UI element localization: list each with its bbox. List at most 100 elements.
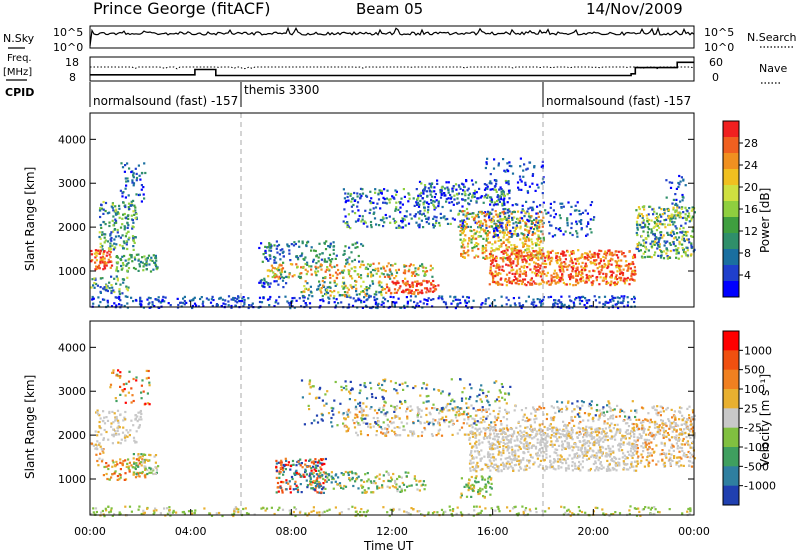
power-echo-cell bbox=[576, 201, 579, 204]
power-echo-cell bbox=[559, 217, 562, 220]
power-echo-cell bbox=[437, 200, 440, 203]
power-echo-cell bbox=[122, 278, 125, 281]
power-echo-cell bbox=[613, 281, 616, 284]
power-echo-cell bbox=[232, 296, 235, 300]
velocity-echo-cell bbox=[382, 480, 385, 483]
power-echo-cell bbox=[481, 224, 484, 227]
power-echo-cell bbox=[125, 264, 128, 267]
power-echo-cell bbox=[465, 207, 469, 211]
velocity-echo-cell bbox=[117, 433, 121, 436]
power-echo-cell bbox=[309, 290, 312, 293]
power-echo-cell bbox=[506, 168, 509, 171]
power-echo-cell bbox=[451, 190, 454, 193]
power-echo-cell bbox=[614, 296, 617, 299]
power-echo-cell bbox=[450, 196, 453, 199]
velocity-echo-cell bbox=[215, 512, 218, 515]
velocity-echo-cell bbox=[326, 473, 329, 476]
velocity-echo-cell bbox=[312, 460, 315, 463]
velocity-echo-cell bbox=[347, 471, 350, 474]
velocity-echo-cell bbox=[108, 478, 111, 481]
power-echo-cell bbox=[95, 259, 98, 262]
power-echo-cell bbox=[242, 296, 245, 299]
power-echo-cell bbox=[527, 237, 530, 240]
power-echo-cell bbox=[637, 215, 640, 218]
power-echo-cell bbox=[461, 198, 465, 201]
power-echo-cell bbox=[607, 301, 610, 304]
power-echo-cell bbox=[98, 235, 101, 239]
velocity-echo-cell bbox=[187, 510, 191, 513]
power-echo-cell bbox=[568, 275, 571, 278]
velocity-echo-cell bbox=[519, 425, 522, 428]
velocity-echo-cell bbox=[119, 442, 122, 445]
velocity-echo-cell bbox=[133, 439, 136, 442]
power-echo-cell bbox=[415, 201, 418, 204]
power-echo-cell bbox=[664, 241, 667, 244]
power-echo-cell bbox=[502, 189, 505, 192]
power-echo-cell bbox=[297, 275, 300, 278]
power-echo-cell bbox=[519, 227, 522, 230]
velocity-echo-cell bbox=[486, 415, 489, 418]
velocity-echo-cell bbox=[112, 421, 115, 424]
power-echo-cell bbox=[133, 256, 136, 259]
power-echo-cell bbox=[580, 222, 583, 225]
velocity-echo-cell bbox=[304, 468, 307, 471]
power-echo-cell bbox=[484, 220, 488, 223]
power-echo-cell bbox=[114, 296, 117, 299]
power-echo-cell bbox=[601, 264, 604, 267]
power-echo-cell bbox=[113, 242, 116, 245]
velocity-echo-cell bbox=[145, 369, 148, 372]
power-echo-cell bbox=[593, 263, 596, 266]
velocity-echo-cell bbox=[534, 434, 537, 437]
power-echo-cell bbox=[428, 182, 431, 185]
power-echo-cell bbox=[519, 178, 522, 181]
power-echo-cell bbox=[575, 280, 578, 283]
power-echo-cell bbox=[415, 284, 418, 288]
power-echo-cell bbox=[507, 246, 510, 249]
power-echo-cell bbox=[289, 263, 293, 266]
velocity-echo-cell bbox=[450, 512, 453, 516]
velocity-echo-cell bbox=[116, 427, 120, 430]
power-echo-cell bbox=[432, 284, 435, 287]
power-echo-cell bbox=[517, 257, 520, 260]
power-echo-cell bbox=[343, 208, 346, 211]
power-echo-cell bbox=[326, 289, 329, 292]
power-echo-cell bbox=[369, 220, 373, 224]
power-echo-cell bbox=[118, 216, 121, 219]
velocity-echo-cell bbox=[614, 511, 617, 514]
freq-series-line bbox=[90, 61, 694, 77]
power-echo-cell bbox=[383, 198, 386, 201]
power-echo-cell bbox=[653, 234, 656, 237]
power-echo-cell bbox=[592, 261, 595, 264]
velocity-echo-cell bbox=[391, 485, 394, 488]
power-echo-cell bbox=[662, 234, 665, 237]
power-echo-cell bbox=[510, 249, 513, 252]
velocity-echo-cell bbox=[314, 464, 317, 467]
velocity-echo-cell bbox=[299, 473, 302, 476]
power-echo-cell bbox=[102, 208, 105, 211]
power-echo-cell bbox=[433, 186, 436, 189]
velocity-echo-cell bbox=[309, 477, 312, 481]
power-echo-cell bbox=[429, 290, 432, 293]
power-echo-cell bbox=[584, 209, 587, 212]
power-echo-cell bbox=[511, 250, 514, 253]
velocity-echo-cell bbox=[488, 475, 491, 478]
power-echo-cell bbox=[541, 192, 544, 195]
power-echo-cell bbox=[611, 295, 614, 298]
velocity-echo-cell bbox=[314, 469, 317, 472]
velocity-echo-cell bbox=[134, 417, 137, 420]
power-echo-cell bbox=[430, 195, 434, 198]
power-echo-cell bbox=[275, 240, 278, 243]
power-echo-cell bbox=[115, 208, 118, 211]
power-echo-cell bbox=[364, 209, 367, 212]
power-echo-cell bbox=[603, 262, 606, 266]
velocity-echo-cell bbox=[292, 488, 295, 491]
velocity-echo-cell bbox=[276, 481, 280, 485]
power-echo-cell bbox=[626, 269, 629, 272]
power-echo-cell bbox=[636, 228, 639, 231]
velocity-echo-cell bbox=[566, 424, 569, 427]
power-echo-cell bbox=[447, 191, 450, 194]
power-echo-cell bbox=[435, 219, 438, 222]
velocity-echo-cell bbox=[481, 488, 484, 491]
power-echo-cell bbox=[127, 194, 130, 197]
power-echo-cell bbox=[360, 194, 363, 197]
